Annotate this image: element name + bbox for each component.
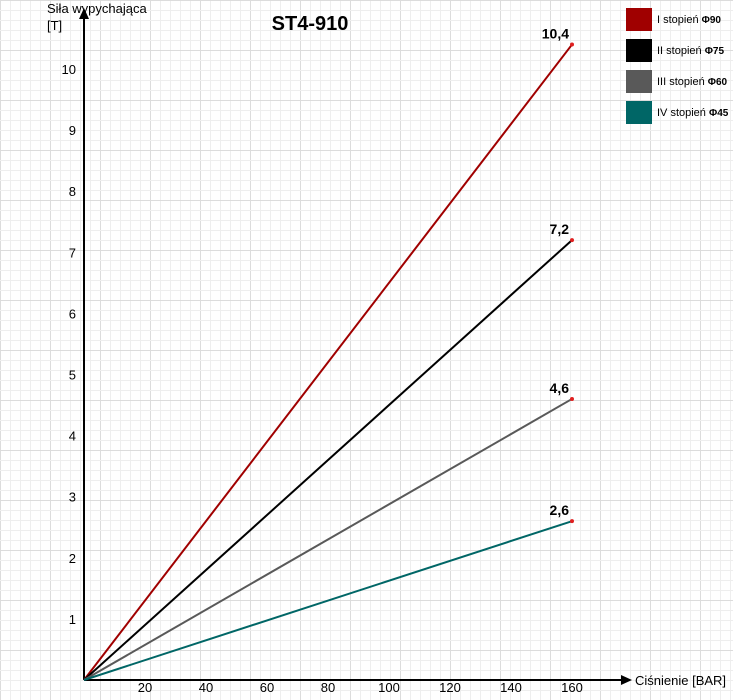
series-lines: 10,4 7,2 4,6 2,6 [83,26,574,681]
series-end-point-3 [570,396,574,401]
y-tick-label: 4 [69,429,76,444]
y-tick-label: 9 [69,123,76,138]
series-line-3 [83,398,573,681]
series-line-4 [83,520,573,681]
series-line-1 [83,43,573,681]
series-line-2 [83,239,573,681]
y-tick-label: 5 [69,368,76,383]
legend-swatch-4 [626,101,652,124]
legend-label-4: IV stopień Φ45 [657,107,729,119]
x-tick-label: 60 [260,680,274,695]
y-axis-arrow [79,8,89,19]
legend-label-2: II stopień Φ75 [657,45,724,57]
y-tick-label: 3 [69,490,76,505]
y-tick-labels: 1 2 3 4 5 6 7 8 9 10 [62,62,76,627]
chart-title: ST4-910 [272,13,349,35]
y-tick-label: 6 [69,306,76,321]
legend-swatch-1 [626,8,652,31]
x-tick-label: 120 [439,680,461,695]
y-tick-label: 1 [69,612,76,627]
y-tick-label: 2 [69,551,76,566]
legend: I stopień Φ90 II stopień Φ75 III stopień Φ… [626,8,729,124]
series-end-point-1 [570,42,574,47]
x-tick-labels: 20 40 60 80 100 120 140 160 [138,680,583,695]
legend-swatch-3 [626,70,652,93]
series-end-point-2 [570,238,574,243]
y-tick-label: 8 [69,184,76,199]
series-end-label-3: 4,6 [550,380,570,396]
x-axis-arrow [621,675,632,685]
y-axis-unit: [T] [47,18,62,33]
legend-swatch-2 [626,39,652,62]
x-tick-label: 80 [321,680,335,695]
x-tick-label: 20 [138,680,152,695]
axes [79,8,632,685]
series-end-point-4 [570,519,574,524]
x-tick-label: 160 [561,680,583,695]
series-end-label-4: 2,6 [550,502,570,518]
x-tick-label: 140 [500,680,522,695]
series-end-label-1: 10,4 [542,26,569,42]
legend-label-1: I stopień Φ90 [657,14,721,26]
series-end-label-2: 7,2 [550,221,570,237]
legend-label-3: III stopień Φ60 [657,76,728,88]
x-axis-label: Ciśnienie [BAR] [635,673,726,688]
x-tick-label: 40 [199,680,213,695]
y-tick-label: 7 [69,245,76,260]
x-tick-label: 100 [378,680,400,695]
y-axis-label: Siła wypychająca [47,1,147,16]
y-tick-label: 10 [62,62,76,77]
